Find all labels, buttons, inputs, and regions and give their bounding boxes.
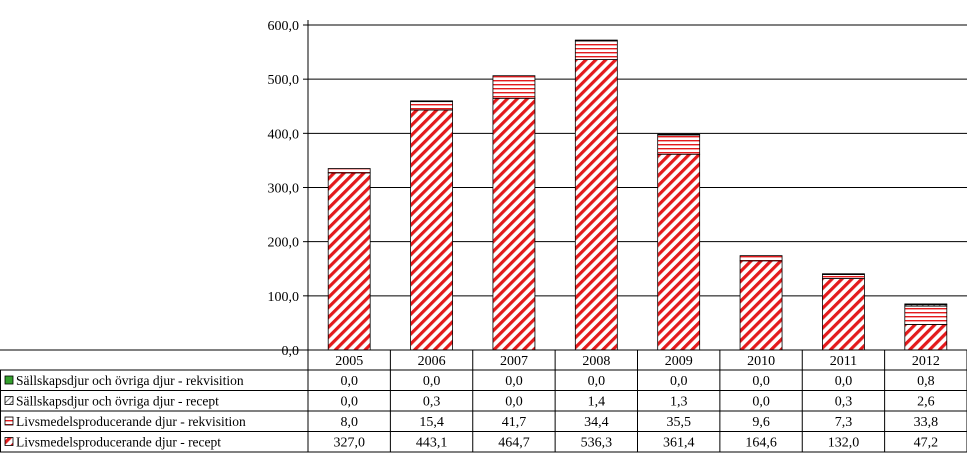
bar-2008-series-1 [574,40,618,60]
data-label: 35,5 [666,415,691,430]
bar-2006-series-1 [410,101,453,111]
data-label: 47,2 [914,436,939,451]
data-label: 9,6 [752,415,770,430]
y-tick-label: 500,0 [268,73,300,88]
bar-2005-series-0 [327,172,371,351]
x-category-label: 2008 [582,354,610,369]
x-category-label: 2009 [665,354,693,369]
data-label: 34,4 [584,415,609,430]
data-label: 0,0 [835,374,853,389]
y-axis: 0,0 100,0 200,0 300,0 400,0 500,0 600,0 [268,19,309,359]
legend-entry: Livsmedelsproducerande djur - recept [16,435,221,450]
data-label: 0,0 [752,395,770,410]
data-label: 0,3 [423,395,441,410]
bar-2008-series-2 [574,39,618,42]
data-table: 2005 2006 2007 2008 2009 2010 2011 2012 Sällskap… [0,349,967,453]
data-label: 0,3 [835,395,853,410]
y-tick-label: 100,0 [268,290,300,305]
bar-2011-series-1 [822,274,865,279]
bar-2008-series-0 [574,59,618,351]
legend-key-3 [4,375,14,385]
legend-key-2 [4,396,14,405]
bar-2009-series-2 [657,133,701,136]
bar-2012-series-0 [904,324,948,351]
y-tick-label: 0,0 [282,344,300,359]
y-tick-label: 600,0 [268,19,300,34]
x-category-label: 2007 [500,354,528,369]
bar-2007-series-1 [492,75,536,99]
legend-entry: Sällskapsdjur och övriga djur - recept [16,394,219,409]
bar-2011-series-0 [822,278,865,351]
grid-lines [308,24,967,297]
bars [327,39,948,351]
bar-2005-series-1 [327,168,371,174]
bar-2009-series-1 [657,134,701,155]
data-label: 0,0 [340,374,358,389]
bar-2012-series-3 [904,303,948,306]
legend-entry: Sällskapsdjur och övriga djur - rekvisit… [16,373,244,388]
data-label: 0,0 [505,395,523,410]
data-label: 443,1 [416,436,448,451]
data-label: 0,0 [752,374,770,389]
data-label: 7,3 [835,415,853,430]
y-tick-label: 400,0 [268,127,300,142]
data-label: 327,0 [333,436,365,451]
data-label: 15,4 [419,415,444,430]
data-label: 41,7 [502,415,527,430]
data-label: 0,0 [423,374,441,389]
bar-2010-series-1 [739,255,783,262]
data-label: 0,8 [917,374,935,389]
bar-2006-series-2 [410,100,453,103]
legend-entry: Livsmedelsproducerande djur - rekvisitio… [16,414,246,429]
bar-2006-series-0 [410,109,453,351]
bar-2007-series-0 [492,97,536,351]
x-category-label: 2006 [418,354,446,369]
data-label: 8,0 [340,415,358,430]
data-label: 164,6 [745,436,777,451]
data-label: 0,0 [340,395,358,410]
x-category-label: 2011 [830,354,857,369]
data-label: 361,4 [663,436,695,451]
y-tick-label: 300,0 [268,182,300,197]
legend-key-0 [4,437,14,446]
data-label: 0,0 [670,374,688,389]
x-category-label: 2012 [912,354,940,369]
y-tick-label: 200,0 [268,236,300,251]
bar-2010-series-0 [739,260,783,351]
data-label: 536,3 [581,436,613,451]
data-label: 464,7 [498,436,530,451]
bar-2011-series-2 [822,273,865,275]
data-label: 0,0 [505,374,523,389]
legend-key-1 [4,416,14,426]
data-label: 0,0 [588,374,606,389]
x-category-label: 2005 [335,354,363,369]
x-category-label: 2010 [747,354,775,369]
data-label: 2,6 [917,395,935,410]
data-label: 1,4 [588,395,606,410]
data-label: 33,8 [914,415,939,430]
bar-2012-series-1 [904,305,948,325]
bar-2009-series-0 [657,153,701,351]
data-label: 1,3 [670,395,688,410]
data-label: 132,0 [828,436,860,451]
